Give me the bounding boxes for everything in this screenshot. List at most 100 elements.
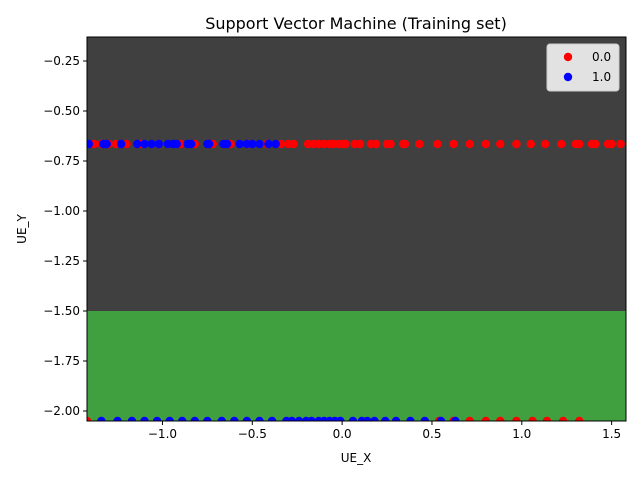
y-tick-label: −0.25 [43, 54, 80, 68]
point-class-0.0 [542, 416, 552, 421]
point-class-1.0 [242, 416, 252, 421]
point-class-1.0 [451, 416, 460, 421]
point-class-1.0 [154, 139, 164, 149]
x-tick-label: 0.5 [422, 427, 441, 441]
point-class-1.0 [391, 416, 401, 421]
y-tick-label: −1.75 [43, 354, 80, 368]
point-class-1.0 [140, 139, 149, 149]
point-class-1.0 [97, 416, 106, 421]
point-class-1.0 [190, 416, 199, 421]
point-class-0.0 [557, 139, 566, 149]
point-class-0.0 [496, 416, 505, 421]
point-class-1.0 [336, 416, 345, 421]
point-class-1.0 [363, 416, 372, 421]
point-class-0.0 [341, 139, 350, 149]
point-class-0.0 [289, 139, 298, 149]
point-class-1.0 [152, 416, 162, 421]
axes-frame [86, 36, 627, 422]
legend-label-0.0: 0.0 [592, 50, 611, 64]
chart-title: Support Vector Machine (Training set) [205, 14, 507, 33]
point-class-1.0 [133, 139, 142, 149]
y-tick-label: −0.50 [43, 104, 80, 118]
point-class-1.0 [287, 416, 297, 421]
point-class-0.0 [575, 416, 584, 421]
point-class-0.0 [512, 139, 521, 149]
point-class-0.0 [481, 139, 491, 149]
legend: 0.01.0 [546, 43, 620, 92]
point-class-1.0 [102, 139, 111, 149]
point-class-1.0 [217, 416, 226, 421]
decision-region-1.0 [87, 311, 626, 421]
point-class-1.0 [147, 139, 156, 149]
point-class-1.0 [255, 139, 264, 149]
point-class-0.0 [433, 139, 442, 149]
point-class-0.0 [616, 139, 625, 149]
point-class-0.0 [481, 416, 491, 421]
point-class-1.0 [406, 416, 415, 421]
point-class-1.0 [127, 416, 137, 421]
x-axis-label: UE_X [341, 451, 372, 465]
y-tick-label: −1.25 [43, 254, 80, 268]
decision-region-0.0 [87, 37, 626, 311]
point-class-0.0 [528, 416, 537, 421]
y-tick-label: −0.75 [43, 154, 80, 168]
point-class-1.0 [172, 139, 182, 149]
y-axis-label: UE_Y [15, 213, 29, 243]
legend-marker-1.0 [563, 72, 573, 82]
point-class-1.0 [436, 416, 446, 421]
x-tick-label: 1.5 [602, 427, 621, 441]
point-class-1.0 [348, 416, 358, 421]
point-class-0.0 [449, 139, 458, 149]
y-tick-label: −1.50 [43, 304, 80, 318]
x-tick-label: −0.5 [238, 427, 267, 441]
point-class-1.0 [140, 416, 149, 421]
point-class-1.0 [187, 139, 196, 149]
point-class-0.0 [591, 139, 600, 149]
point-class-1.0 [222, 139, 232, 149]
x-tick-label: 1.0 [512, 427, 531, 441]
point-class-1.0 [178, 416, 187, 421]
x-tick-label: −1.0 [148, 427, 177, 441]
point-class-0.0 [496, 139, 505, 149]
scatter-points [87, 139, 625, 421]
legend-label-1.0: 1.0 [592, 70, 611, 84]
point-class-0.0 [465, 139, 474, 149]
point-class-0.0 [540, 139, 550, 149]
point-class-0.0 [400, 139, 410, 149]
point-class-1.0 [381, 416, 390, 421]
y-tick-label: −1.00 [43, 204, 80, 218]
point-class-0.0 [607, 139, 616, 149]
point-class-1.0 [248, 139, 257, 149]
point-class-1.0 [116, 139, 126, 149]
point-class-0.0 [386, 139, 395, 149]
point-class-0.0 [575, 139, 584, 149]
point-class-1.0 [420, 416, 429, 421]
plot-area [87, 37, 626, 421]
point-class-0.0 [372, 139, 381, 149]
point-class-1.0 [113, 416, 122, 421]
point-class-0.0 [465, 416, 474, 421]
point-class-1.0 [235, 139, 244, 149]
point-class-1.0 [294, 416, 304, 421]
point-class-1.0 [271, 139, 280, 149]
point-class-0.0 [512, 416, 521, 421]
point-class-1.0 [370, 416, 379, 421]
point-class-0.0 [526, 139, 535, 149]
axes: −1.0 −0.5 0.0 0.5 1.0 1.5 −0.25 −0.50 −0.75 −1.00… [43, 36, 627, 441]
point-class-1.0 [307, 416, 316, 421]
point-class-1.0 [165, 416, 174, 421]
point-class-1.0 [87, 139, 93, 149]
point-class-1.0 [204, 139, 214, 149]
y-tick-label: −2.00 [43, 404, 80, 418]
point-class-0.0 [558, 416, 568, 421]
point-class-1.0 [230, 416, 239, 421]
point-class-1.0 [255, 416, 264, 421]
point-class-1.0 [203, 416, 212, 421]
point-class-1.0 [267, 416, 277, 421]
point-class-0.0 [415, 139, 424, 149]
point-class-0.0 [355, 139, 365, 149]
x-tick-label: 0.0 [333, 427, 352, 441]
point-class-1.0 [264, 139, 273, 149]
point-class-0.0 [87, 416, 92, 421]
